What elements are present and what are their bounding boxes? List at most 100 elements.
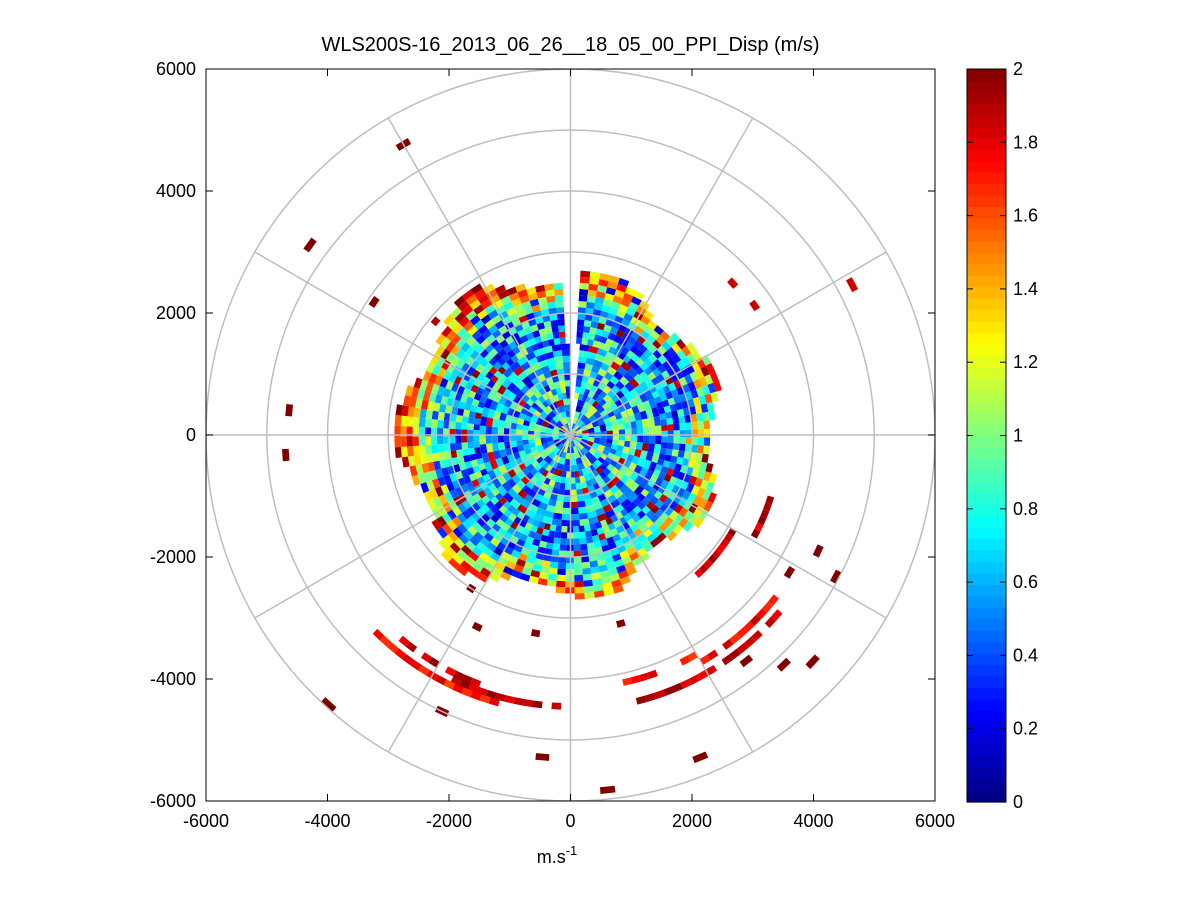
sparse-cell [616, 619, 626, 628]
heatmap-cell [455, 358, 466, 370]
heatmap-cell [541, 469, 550, 478]
heatmap-cell [533, 558, 543, 567]
heatmap-cell [570, 483, 577, 490]
heatmap-cell [639, 381, 650, 393]
heatmap-cell [576, 331, 584, 339]
heatmap-cell [574, 470, 580, 478]
heatmap-cell [447, 318, 459, 330]
y-tick-label: 4000 [156, 181, 196, 201]
heatmap-cell [673, 423, 680, 431]
heatmap-cell [588, 283, 599, 292]
heatmap-cell [688, 513, 699, 525]
heatmap-cell [610, 301, 621, 310]
heatmap-cell [640, 330, 650, 340]
heatmap-cell [437, 476, 447, 487]
heatmap-cell [618, 440, 625, 447]
heatmap-cell [594, 353, 606, 363]
heatmap-cell [479, 567, 492, 578]
heatmap-cell [599, 570, 610, 579]
heatmap-cell [548, 382, 556, 391]
heatmap-cell [623, 312, 634, 322]
heatmap-cell [596, 347, 608, 357]
heatmap-cell [529, 467, 538, 476]
heatmap-cell [467, 441, 475, 449]
heatmap-cell [590, 529, 599, 537]
azimuth-spoke [570, 434, 887, 619]
heatmap-cell [491, 329, 502, 339]
heatmap-cell [474, 446, 482, 454]
heatmap-cell [662, 526, 673, 537]
heatmap-cell [610, 528, 619, 537]
heatmap-cell [521, 567, 532, 576]
heatmap-cell [629, 441, 637, 449]
heatmap-cell [460, 560, 472, 572]
heatmap-cell [431, 452, 440, 462]
heatmap-cell [457, 300, 470, 312]
heatmap-cell [462, 289, 475, 301]
polar-grid [206, 69, 935, 801]
heatmap-cell [552, 543, 561, 551]
heatmap-cell [687, 492, 697, 504]
heatmap-cell [545, 542, 554, 550]
arc-cell [434, 674, 447, 686]
heatmap-cell [556, 443, 564, 450]
heatmap-cell [563, 446, 568, 453]
heatmap-cell [474, 288, 487, 300]
heatmap-cell [457, 369, 467, 379]
heatmap-cell [479, 348, 489, 359]
heatmap-cell [454, 538, 465, 550]
heatmap-cell [560, 386, 567, 394]
heatmap-cell [433, 460, 442, 471]
heatmap-cell [440, 484, 450, 495]
heatmap-cell [578, 393, 584, 401]
heatmap-cell [605, 287, 617, 296]
heatmap-cell [579, 422, 587, 429]
heatmap-cell [612, 435, 620, 441]
heatmap-cell [512, 346, 521, 355]
colorbar-band [967, 664, 1006, 677]
heatmap-cell [577, 500, 586, 508]
heatmap-cell [673, 503, 684, 514]
heatmap-cell [455, 421, 462, 430]
heatmap-cell [671, 449, 679, 457]
heatmap-cell [593, 437, 601, 445]
heatmap-cell [594, 403, 603, 411]
heatmap-cell [644, 484, 653, 493]
heatmap-cell [579, 288, 589, 296]
sparse-cell [368, 295, 380, 308]
heatmap-cell [704, 428, 711, 438]
heatmap-cell [501, 377, 512, 389]
heatmap-cell [413, 407, 421, 418]
heatmap-cell [482, 283, 495, 294]
heatmap-cell [584, 313, 593, 322]
arc-cell [743, 621, 755, 633]
y-tick-label: -6000 [150, 791, 196, 811]
heatmap-cell [400, 415, 408, 427]
heatmap-cell [609, 573, 620, 582]
sparse-cell [692, 751, 709, 764]
heatmap-cell [435, 345, 446, 357]
heatmap-cell [561, 526, 568, 533]
heatmap-cell [543, 522, 551, 531]
heatmap-cell [467, 423, 474, 430]
heatmap-cell [488, 357, 498, 367]
heatmap-cell [630, 523, 640, 533]
heatmap-cell [440, 395, 449, 406]
heatmap-cell [462, 499, 472, 510]
heatmap-cell [474, 412, 482, 420]
heatmap-cell [496, 474, 507, 486]
heatmap-cell [427, 461, 436, 472]
heatmap-cell [521, 394, 530, 403]
heatmap-cell [536, 290, 547, 299]
heatmap-cell [463, 320, 474, 332]
heatmap-cell [431, 364, 442, 376]
heatmap-cell [553, 468, 560, 476]
heatmap-cell [532, 329, 541, 338]
heatmap-cell [594, 297, 605, 305]
heatmap-cell [610, 340, 619, 349]
heatmap-cell [455, 414, 463, 423]
heatmap-cell [606, 438, 613, 444]
heatmap-cell [602, 525, 611, 534]
heatmap-cell [683, 451, 691, 460]
heatmap-cell [593, 359, 603, 369]
